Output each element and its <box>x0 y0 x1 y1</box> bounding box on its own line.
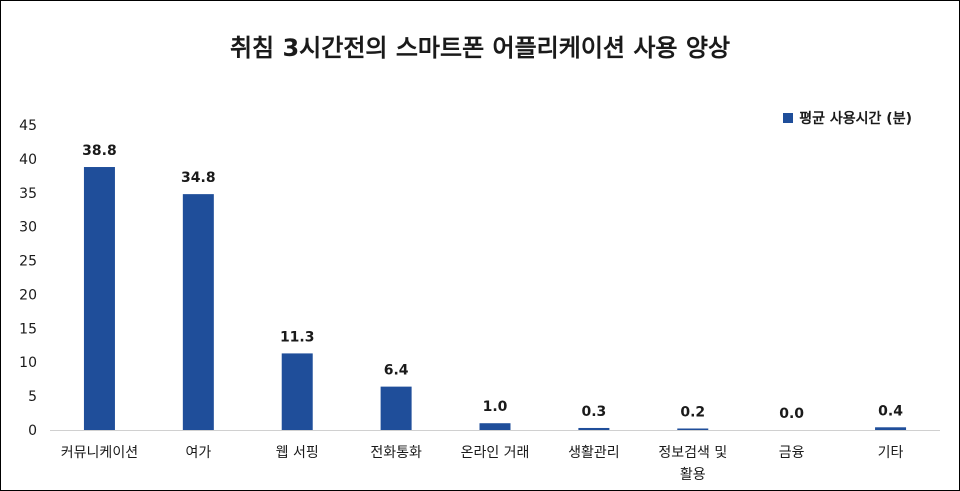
bar <box>182 194 214 430</box>
category-label: 커뮤니케이션 <box>61 445 138 461</box>
data-label: 0.0 <box>779 406 804 422</box>
y-tick-label: 45 <box>19 118 37 134</box>
bar <box>875 427 907 430</box>
y-tick-label: 25 <box>19 254 37 270</box>
data-label: 6.4 <box>384 363 409 379</box>
bar <box>380 386 412 430</box>
y-tick-label: 30 <box>19 220 37 236</box>
data-label: 0.2 <box>680 405 705 421</box>
chart-title: 취침 3시간전의 스마트폰 어플리케이션 사용 양상 <box>229 34 731 62</box>
y-tick-label: 0 <box>28 423 37 439</box>
category-label: 기타 <box>878 445 904 461</box>
category-label: 정보검색 및 활용 <box>658 445 727 483</box>
legend-swatch <box>783 113 794 123</box>
bar <box>281 353 313 430</box>
category-label: 생활관리 <box>568 445 620 461</box>
bar <box>578 427 610 430</box>
data-label: 38.8 <box>82 143 117 159</box>
data-label: 1.0 <box>483 399 508 415</box>
y-tick-label: 10 <box>19 355 37 371</box>
bar <box>83 167 115 430</box>
bar <box>677 428 709 430</box>
data-label: 34.8 <box>181 170 216 186</box>
y-tick-label: 5 <box>28 389 37 405</box>
y-tick-label: 35 <box>19 186 37 202</box>
legend: 평균 사용시간 (분) <box>783 108 912 128</box>
category-label: 금융 <box>779 445 805 461</box>
y-tick-label: 20 <box>19 287 37 303</box>
data-label: 11.3 <box>280 329 315 345</box>
category-label: 웹 서핑 <box>276 445 319 461</box>
category-label: 여가 <box>185 445 211 461</box>
bar <box>479 423 511 430</box>
data-label: 0.3 <box>581 404 606 420</box>
category-label: 온라인 거래 <box>461 445 530 461</box>
data-label: 0.4 <box>878 403 903 419</box>
category-label: 전화통화 <box>370 445 422 461</box>
y-tick-label: 40 <box>19 152 37 168</box>
y-tick-label: 15 <box>19 321 37 337</box>
legend-label: 평균 사용시간 (분) <box>799 111 912 127</box>
